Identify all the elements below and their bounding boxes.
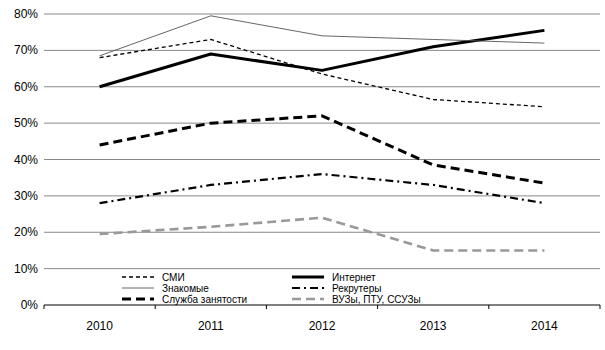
x-tick-label: 2011 bbox=[198, 319, 224, 333]
y-tick-label: 40% bbox=[14, 153, 38, 167]
legend-label: Знакомые bbox=[162, 283, 209, 294]
grid-line bbox=[44, 86, 600, 87]
legend-swatch bbox=[122, 298, 154, 301]
x-tick-label: 2010 bbox=[86, 319, 113, 333]
x-tick bbox=[155, 305, 156, 309]
x-tick bbox=[44, 305, 45, 309]
grid-line bbox=[44, 232, 600, 233]
x-tick-label: 2012 bbox=[309, 319, 336, 333]
chart: 0% 10% 20% 30% 40% 50% 60% 70% 80% 2010 2011 2012 20… bbox=[0, 0, 605, 350]
x-tick bbox=[377, 305, 378, 309]
x-tick bbox=[600, 305, 601, 309]
grid-line bbox=[44, 159, 600, 160]
legend-label: СМИ bbox=[162, 272, 185, 283]
x-tick bbox=[266, 305, 267, 309]
legend-swatch bbox=[292, 298, 324, 301]
y-tick-label: 50% bbox=[14, 116, 38, 130]
y-tick-label: 0% bbox=[21, 298, 39, 312]
legend-swatch bbox=[292, 287, 324, 289]
legend-swatch bbox=[292, 276, 324, 279]
legend: СМИ Интернет Знакомые Рекрутеры Служба занят… bbox=[122, 272, 421, 305]
y-tick-label: 10% bbox=[14, 262, 38, 276]
x-tick bbox=[488, 305, 489, 309]
y-tick-label: 60% bbox=[14, 80, 38, 94]
legend-label: Служба занятости bbox=[162, 294, 247, 305]
grid-line bbox=[44, 123, 600, 124]
legend-swatch bbox=[122, 288, 154, 289]
legend-label: Интернет bbox=[332, 272, 376, 283]
legend-swatch bbox=[122, 276, 154, 277]
series-line bbox=[100, 39, 545, 106]
x-tick-label: 2013 bbox=[420, 319, 447, 333]
legend-label: Рекрутеры bbox=[332, 283, 381, 294]
grid-line bbox=[44, 195, 600, 196]
y-tick-label: 70% bbox=[14, 43, 38, 57]
series-line bbox=[100, 174, 545, 203]
grid-line bbox=[44, 305, 600, 306]
x-tick-label: 2014 bbox=[531, 319, 558, 333]
grid-line bbox=[44, 50, 600, 51]
lines bbox=[100, 16, 545, 251]
y-tick-label: 20% bbox=[14, 225, 38, 239]
series-line bbox=[100, 116, 545, 183]
series-line bbox=[100, 218, 545, 251]
grid-line bbox=[44, 14, 600, 15]
series-line bbox=[100, 16, 545, 56]
series-line bbox=[100, 30, 545, 86]
grid-line bbox=[44, 268, 600, 269]
legend-label: ВУЗы, ПТУ, ССУЗы bbox=[332, 294, 421, 305]
y-tick-label: 80% bbox=[14, 7, 38, 21]
y-tick-label: 30% bbox=[14, 189, 38, 203]
